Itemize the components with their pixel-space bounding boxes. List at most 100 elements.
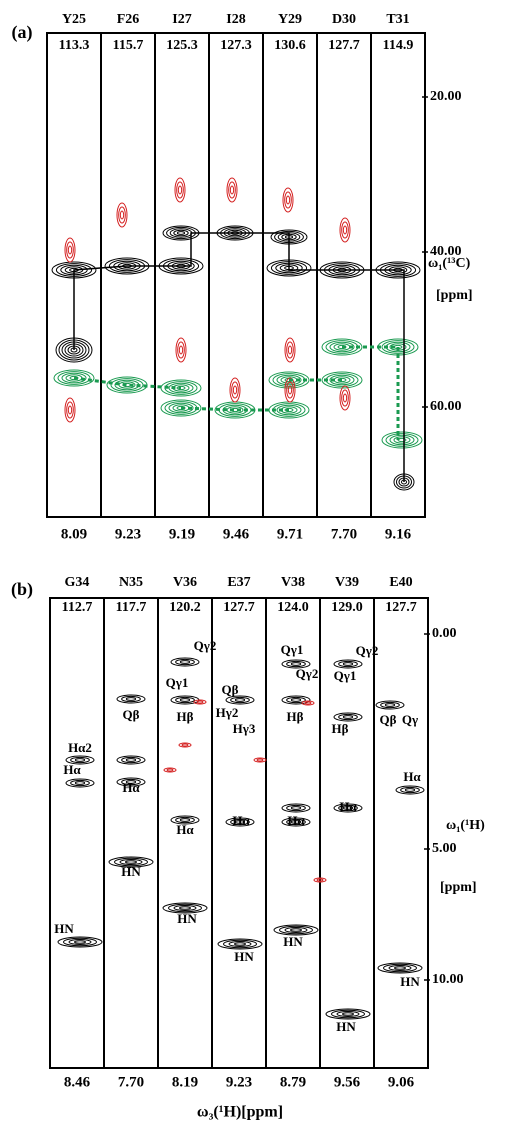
n15-shift: 130.6 <box>274 38 306 53</box>
peak-label: Qγ <box>402 712 418 727</box>
contour <box>173 905 197 911</box>
contour <box>281 659 311 669</box>
contour <box>68 939 92 945</box>
strip <box>373 597 429 1069</box>
contour <box>284 407 294 413</box>
contour <box>281 695 311 705</box>
peak-label: Hα <box>403 769 421 784</box>
contour <box>176 231 186 235</box>
contour <box>228 941 252 947</box>
contour <box>65 778 95 788</box>
contour <box>377 962 423 974</box>
contour <box>225 817 255 827</box>
strip <box>208 32 264 518</box>
contour <box>118 206 126 224</box>
contour <box>286 660 306 668</box>
contour <box>286 818 306 826</box>
contour <box>279 925 313 935</box>
n15-shift: 124.0 <box>277 600 309 615</box>
contour <box>217 938 263 950</box>
strip <box>103 597 159 1069</box>
peak-label: Qγ2 <box>194 638 217 653</box>
contour <box>63 937 97 947</box>
residue-label: E37 <box>227 575 250 590</box>
contour <box>385 433 419 447</box>
h-shift: 7.70 <box>331 526 357 542</box>
contour <box>178 345 184 355</box>
contour <box>116 202 128 228</box>
contour <box>168 402 194 414</box>
contour <box>168 382 194 394</box>
residue-label: D30 <box>332 12 356 27</box>
contour <box>341 389 349 407</box>
n15-shift: 113.3 <box>59 38 90 53</box>
n15-shift: 112.7 <box>62 600 93 615</box>
h-shift: 9.19 <box>169 526 195 542</box>
peak-label: Hβ <box>332 721 349 736</box>
contour <box>286 341 294 359</box>
contour <box>338 804 358 812</box>
contour <box>65 755 95 765</box>
peak-label: Hα2 <box>68 740 92 755</box>
n15-shift: 127.7 <box>328 38 360 53</box>
residue-label: V38 <box>281 575 305 590</box>
peak-label: HN <box>400 974 420 989</box>
contour <box>342 806 354 810</box>
h-shift: 9.23 <box>226 1074 252 1090</box>
contour <box>339 385 351 411</box>
h-shift: 8.09 <box>61 526 87 542</box>
contour <box>64 237 76 263</box>
contour <box>160 399 202 417</box>
contour <box>193 699 207 705</box>
residue-label: I27 <box>172 12 191 27</box>
n15-shift: 127.7 <box>223 600 255 615</box>
contour <box>67 405 73 415</box>
contour <box>234 698 246 702</box>
y-axis-title: ω₁(¹³C) <box>428 256 471 271</box>
panel-label: (a) <box>12 22 33 43</box>
contour <box>66 241 74 259</box>
contour <box>57 936 103 948</box>
contour <box>125 860 137 864</box>
contour <box>276 374 302 386</box>
contour <box>341 221 349 239</box>
peak-label: Hα <box>63 762 81 777</box>
contour <box>286 804 306 812</box>
contour <box>290 698 302 702</box>
contour <box>388 965 412 971</box>
y-tick-label: 0.00 <box>432 626 457 641</box>
contour <box>400 786 420 794</box>
residue-label: F26 <box>117 12 140 27</box>
contour <box>304 701 312 705</box>
peak-label: Qγ2 <box>296 666 319 681</box>
contour <box>106 376 148 394</box>
contour <box>119 210 125 220</box>
contour <box>287 385 293 395</box>
y-axis-unit: [ppm] <box>436 288 473 303</box>
contour <box>125 697 137 701</box>
peak-label: HN <box>283 934 303 949</box>
contour <box>284 337 296 363</box>
y-tick-label: 10.00 <box>432 972 464 987</box>
peak-label: Qγ1 <box>334 668 357 683</box>
residue-label: I28 <box>226 12 245 27</box>
contour <box>273 924 319 936</box>
h-shift: 9.56 <box>334 1074 361 1090</box>
contour <box>285 195 291 205</box>
peak-label: Hα <box>122 780 140 795</box>
contour <box>170 657 200 667</box>
contour <box>226 177 238 203</box>
contour <box>381 431 423 449</box>
contour <box>170 815 200 825</box>
contour <box>234 942 246 946</box>
n15-shift: 127.3 <box>220 38 252 53</box>
contour <box>177 341 185 359</box>
h-shift: 8.79 <box>280 1074 306 1090</box>
y-tick-label: 60.00 <box>430 399 462 414</box>
residue-label: Y25 <box>62 12 86 27</box>
contour <box>162 902 208 914</box>
contour <box>301 700 315 706</box>
peak-label: Qγ1 <box>166 675 189 690</box>
contour <box>121 695 141 703</box>
contour <box>53 369 95 387</box>
